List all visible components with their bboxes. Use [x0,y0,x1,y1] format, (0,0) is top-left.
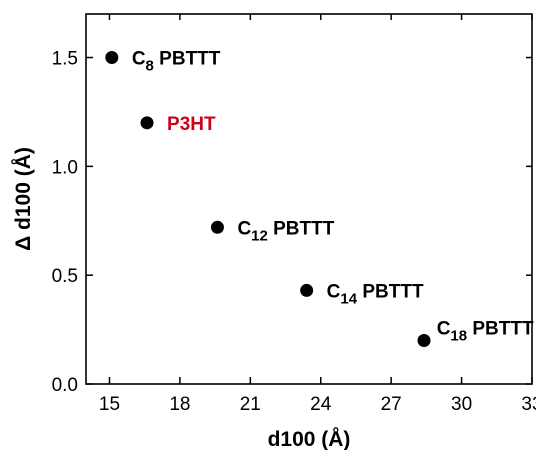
x-tick-label: 27 [381,394,402,415]
x-tick-label: 18 [169,394,190,415]
x-tick-label: 33 [521,394,536,415]
x-tick-label: 30 [451,394,472,415]
y-tick-label: 1.5 [52,49,78,70]
x-tick-label: 15 [99,394,120,415]
data-point [417,333,431,347]
plot-frame [85,13,533,385]
point-label: C12 PBTTT [237,218,334,244]
data-point [105,51,119,65]
point-label: C8 PBTTT [132,49,221,75]
x-tick-label: 21 [240,394,261,415]
y-axis-title: Δ d100 (Å) [11,147,35,251]
y-tick-label: 1.0 [52,157,78,178]
x-axis-title: d100 (Å) [268,427,351,450]
data-point [210,220,224,234]
point-label: P3HT [167,114,216,135]
y-tick-label: 0.0 [52,375,78,396]
y-tick-label: 0.5 [52,266,78,287]
data-point [300,283,314,297]
y-axis: 0.0 0.5 1.0 1.5 [52,49,532,396]
data-points: C8 PBTTT P3HT C12 PBTTT C14 PBTTT C18 PBTTT [105,49,534,347]
point-label: C14 PBTTT [327,281,424,307]
x-tick-label: 24 [310,394,332,415]
point-label: C18 PBTTT [437,318,534,344]
x-axis: 15 18 21 24 27 30 33 [99,14,536,415]
data-point [140,116,154,130]
